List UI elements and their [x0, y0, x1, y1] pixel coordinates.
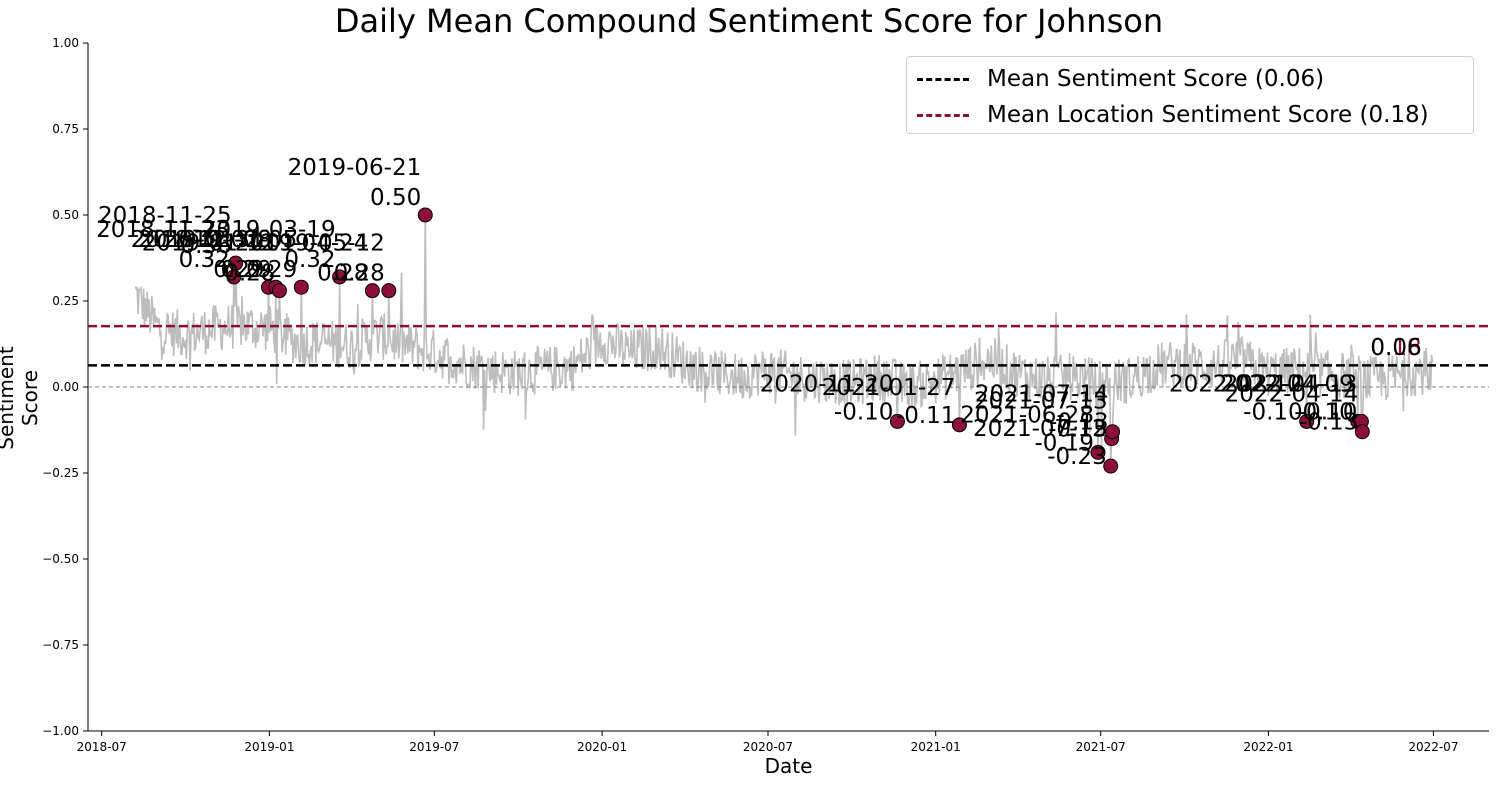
highlight-marker: [381, 283, 397, 299]
highlight-marker: [1103, 458, 1119, 474]
highlight-value-label: 0.36: [180, 233, 231, 259]
highlight-marker: [889, 413, 905, 429]
highlight-date-label: 2018-11-23: [96, 217, 230, 243]
y-tick-label: 0.25: [52, 294, 79, 308]
highlight-date-label: 2022-04-09: [1220, 371, 1354, 397]
highlight-value-label: -0.23: [1047, 444, 1107, 470]
x-tick-label: 2022-01: [1243, 740, 1293, 754]
highlight-date-label: 2019-06-21: [288, 155, 422, 181]
end-value-label: 0.18: [1370, 335, 1421, 361]
legend-swatch-mean: [917, 77, 969, 81]
legend-swatch-location-mean: [917, 113, 969, 117]
y-tick-label: −0.25: [42, 466, 79, 480]
highlight-date-label: 2018-12-31: [131, 227, 265, 253]
x-tick-label: 2019-01: [244, 740, 294, 754]
highlight-date-label: 2021-07-14: [975, 382, 1109, 408]
highlight-value-label: 0.28: [334, 261, 385, 287]
highlight-date-label: 2022-04-13: [1224, 371, 1358, 397]
highlight-date-label: 2021-06-28: [960, 402, 1094, 428]
highlight-date-label: 2021-01-27: [822, 375, 956, 401]
highlight-value-label: 0.32: [179, 247, 230, 273]
highlight-date-label: 2019-01-08: [138, 227, 272, 253]
y-tick-label: −1.00: [42, 724, 79, 738]
highlight-value-label: 0.50: [370, 185, 421, 211]
highlight-date-label: 2018-11-25: [98, 203, 232, 229]
x-tick-label: 2020-07: [743, 740, 793, 754]
daily-sentiment-line: [134, 214, 1434, 467]
highlight-marker: [271, 283, 287, 299]
highlight-value-label: -0.11: [896, 403, 956, 429]
highlight-date-label: 2019-05-12: [251, 231, 385, 257]
highlight-date-label: 2021-07-13: [974, 389, 1108, 415]
highlight-value-label: 0.29: [246, 257, 297, 283]
highlight-date-label: 2021-07-12: [973, 416, 1107, 442]
x-tick-label: 2018-07: [77, 740, 127, 754]
y-tick-label: 0.50: [52, 208, 79, 222]
highlight-value-label: -0.10: [1243, 399, 1303, 425]
highlight-marker: [293, 279, 309, 295]
highlight-value-label: -0.10: [1294, 399, 1354, 425]
x-tick-label: 2021-07: [1076, 740, 1126, 754]
highlight-value-label: 0.28: [224, 261, 275, 287]
legend-label-location-mean: Mean Location Sentiment Score (0.18): [987, 102, 1429, 128]
highlight-value-label: -0.13: [1299, 410, 1359, 436]
highlight-date-label: 2019-02-05: [164, 227, 298, 253]
highlight-value-label: 0.32: [284, 247, 335, 273]
highlight-value-label: 0.28: [317, 261, 368, 287]
y-tick-label: 0.75: [52, 122, 79, 136]
highlight-date-label: 2022-04-14: [1225, 382, 1359, 408]
x-axis-label: Date: [764, 754, 813, 778]
x-tick-label: 2022-07: [1408, 740, 1458, 754]
highlight-marker: [228, 255, 244, 271]
highlight-value-label: -0.13: [1049, 410, 1109, 436]
x-tick-label: 2019-07: [409, 740, 459, 754]
highlight-marker: [951, 417, 967, 433]
highlight-value-label: -0.10: [834, 399, 894, 425]
highlight-marker: [1090, 444, 1106, 460]
highlight-date-label: 2019-04-24: [235, 231, 369, 257]
highlight-marker: [1354, 424, 1370, 440]
highlight-marker: [1105, 424, 1121, 440]
highlight-marker: [1299, 413, 1315, 429]
y-axis-label: Sentiment Score: [0, 346, 42, 450]
y-tick-label: 0.00: [52, 380, 79, 394]
x-tick-label: 2020-01: [577, 740, 627, 754]
highlight-date-label: 2022-02-12: [1169, 371, 1303, 397]
highlight-marker: [417, 207, 433, 223]
chart-title: Daily Mean Compound Sentiment Score for …: [334, 2, 1164, 40]
end-value-label: 0.06: [1370, 335, 1421, 361]
highlight-marker: [332, 269, 348, 285]
legend-label-mean: Mean Sentiment Score (0.06): [987, 66, 1325, 92]
highlight-date-label: 2020-11-20: [760, 371, 894, 397]
highlight-value-label: -0.15: [1048, 417, 1108, 443]
legend-item-mean: Mean Sentiment Score (0.06): [917, 64, 1324, 94]
x-tick-label: 2021-01: [911, 740, 961, 754]
highlight-marker: [364, 283, 380, 299]
highlight-value-label: -0.19: [1034, 430, 1094, 456]
highlight-value-label: -0.10: [1298, 399, 1358, 425]
legend: Mean Sentiment Score (0.06) Mean Locatio…: [906, 56, 1474, 134]
y-tick-label: −0.50: [42, 552, 79, 566]
highlight-value-label: 0.29: [221, 257, 272, 283]
highlight-value-label: 0.29: [213, 257, 264, 283]
highlight-date-label: 2019-01-12: [142, 231, 276, 257]
highlight-date-label: 2019-03-19: [202, 217, 336, 243]
legend-item-location-mean: Mean Location Sentiment Score (0.18): [917, 100, 1429, 130]
y-tick-label: 1.00: [52, 36, 79, 50]
y-tick-label: −0.75: [42, 638, 79, 652]
